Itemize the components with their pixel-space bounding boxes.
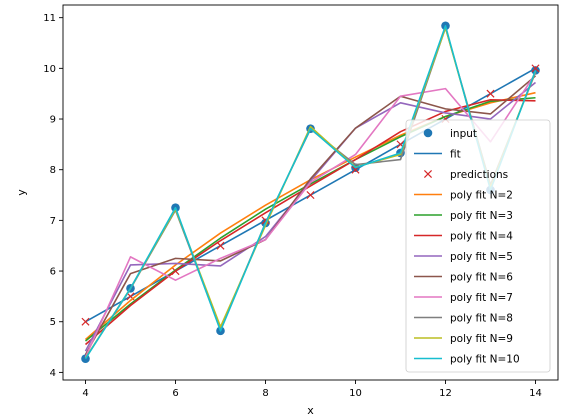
legend-label: poly fit N=9 xyxy=(450,333,513,345)
y-tick-label: 5 xyxy=(50,317,56,328)
legend-label: fit xyxy=(450,149,461,161)
x-tick-label: 4 xyxy=(82,388,88,399)
legend-label: poly fit N=4 xyxy=(450,231,513,243)
x-tick-label: 10 xyxy=(349,388,362,399)
y-tick-label: 6 xyxy=(50,267,56,278)
legend-label: predictions xyxy=(450,169,508,181)
legend-label: poly fit N=10 xyxy=(450,354,520,366)
series-line-poly-fit-n-10 xyxy=(84,24,537,360)
legend-label: poly fit N=6 xyxy=(450,272,513,284)
prediction-marker xyxy=(531,64,540,73)
prediction-marker xyxy=(81,317,90,326)
legend-box xyxy=(405,119,551,373)
prediction-marker xyxy=(306,191,315,200)
legend-label: poly fit N=5 xyxy=(450,251,513,263)
y-tick-label: 11 xyxy=(43,13,56,24)
y-tick-label: 8 xyxy=(50,165,56,176)
x-tick-label: 12 xyxy=(439,388,452,399)
legend-swatch xyxy=(423,128,433,138)
legend-label: poly fit N=8 xyxy=(450,313,513,325)
x-tick-label: 6 xyxy=(172,388,178,399)
legend-swatch xyxy=(423,169,433,179)
x-tick-label: 8 xyxy=(262,388,268,399)
x-axis-label: x xyxy=(307,404,314,417)
plot-frame xyxy=(62,4,559,381)
legend-label: poly fit N=3 xyxy=(450,210,513,222)
legend-label: poly fit N=7 xyxy=(450,292,513,304)
plot-area xyxy=(81,21,540,364)
legend: input fit predictions poly fit N=2 poly fit … xyxy=(405,119,551,373)
prediction-marker xyxy=(216,241,225,250)
y-tick-label: 10 xyxy=(43,64,56,75)
y-tick-label: 4 xyxy=(50,368,56,379)
prediction-marker xyxy=(486,89,495,98)
legend-label: poly fit N=2 xyxy=(450,190,513,202)
y-tick-label: 7 xyxy=(50,216,56,227)
x-tick-label: 14 xyxy=(529,388,542,399)
legend-label: input xyxy=(450,128,477,140)
y-tick-label: 9 xyxy=(50,115,56,126)
series-line-poly-fit-n-7 xyxy=(84,72,537,358)
series-line-poly-fit-n-6 xyxy=(84,75,537,356)
series-line-poly-fit-n-3 xyxy=(84,96,536,342)
axes: 4 6 8 10 12 14 4 5 6 7 8 9 10 11 xyxy=(43,4,559,399)
y-axis-label: y xyxy=(15,189,28,196)
